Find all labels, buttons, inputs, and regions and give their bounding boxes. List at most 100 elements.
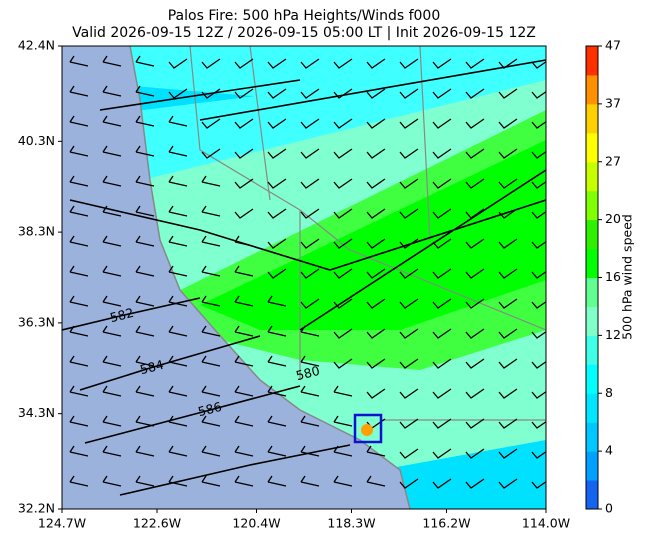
wind-barb: [432, 418, 452, 429]
wind-barb: [300, 58, 320, 69]
wind-barb: [498, 208, 518, 219]
wind-barb: [168, 145, 188, 157]
x-tick-label: 122.6W: [133, 516, 181, 531]
wind-barb: [498, 88, 518, 99]
wind-barb: [69, 85, 89, 97]
wind-barb: [465, 178, 485, 189]
y-tick-label: 34.3N: [18, 405, 55, 420]
wind-barb: [135, 265, 155, 277]
wind-barb: [135, 325, 155, 337]
wind-barb: [135, 85, 155, 97]
wind-barb: [69, 475, 89, 487]
wind-barb: [333, 415, 353, 427]
wind-barb: [465, 118, 485, 129]
wind-barb: [498, 268, 518, 279]
plot-frame: [61, 45, 547, 510]
wind-barb: [234, 325, 254, 337]
wind-barb: [300, 475, 320, 487]
wind-barb: [333, 58, 353, 69]
wind-barb: [201, 325, 221, 337]
wind-barb: [399, 268, 419, 279]
wind-barb: [234, 355, 254, 367]
wind-barb: [498, 448, 518, 459]
wind-barb: [432, 328, 452, 339]
x-tick-label: 124.7W: [38, 516, 86, 531]
wind-barb: [498, 298, 518, 309]
wind-barb: [498, 238, 518, 249]
wind-barb: [267, 88, 287, 99]
wind-barb: [201, 58, 221, 69]
wind-barb: [69, 235, 89, 247]
wind-barb: [234, 88, 254, 99]
colorbar-segment: [586, 422, 598, 452]
wind-barb: [300, 88, 320, 99]
wind-barb: [234, 295, 254, 307]
wind-barb: [168, 415, 188, 427]
wind-barb: [465, 328, 485, 339]
wind-barb: [366, 328, 386, 339]
y-tick-label: 42.4N: [18, 38, 55, 53]
colorbar-segment: [586, 277, 598, 307]
wind-barb: [168, 475, 188, 487]
wind-barb: [399, 208, 419, 219]
wind-barb: [102, 205, 122, 217]
wind-barb: [168, 265, 188, 277]
colorbar-tick-label: 4: [605, 443, 613, 458]
wind-barb: [168, 175, 188, 187]
wind-barb: [267, 325, 287, 337]
wind-barb: [168, 205, 188, 217]
wind-barb: [69, 55, 89, 67]
wind-barb: [498, 58, 518, 69]
wind-barb: [234, 445, 254, 457]
wind-barb: [465, 298, 485, 309]
wind-barb: [168, 325, 188, 337]
wind-barb: [432, 268, 452, 279]
wind-barb: [432, 118, 452, 129]
wind-barb: [399, 58, 419, 69]
wind-barb: [300, 445, 320, 457]
colorbar-segment: [586, 161, 598, 192]
wind-barb: [135, 145, 155, 157]
wind-barb: [201, 415, 221, 427]
colorbar-segment: [586, 190, 598, 221]
wind-barb: [399, 448, 419, 459]
wind-barb: [201, 235, 221, 247]
wind-barb: [333, 268, 353, 279]
wind-barb: [300, 355, 320, 367]
chart-title: Palos Fire: 500 hPa Heights/Winds f000: [168, 8, 441, 24]
chart-subtitle: Valid 2026-09-15 12Z / 2026-09-15 05:00 …: [72, 25, 536, 41]
wind-barb: [135, 445, 155, 457]
colorbar-segment: [586, 393, 598, 423]
wind-barb: [399, 298, 419, 309]
wind-barb: [465, 58, 485, 69]
wind-barb: [69, 115, 89, 127]
wind-barb: [333, 385, 353, 397]
wind-barb: [498, 118, 518, 129]
wind-barb: [465, 388, 485, 399]
wind-barb: [498, 328, 518, 339]
wind-barb: [234, 415, 254, 427]
contour-label: 580: [294, 363, 321, 383]
wind-barb: [267, 355, 287, 367]
wind-barb: [168, 235, 188, 247]
colorbar-segment: [586, 248, 598, 278]
colorbar-segment: [586, 46, 598, 76]
wind-barb: [366, 178, 386, 189]
wind-barb: [465, 358, 485, 369]
wind-barb: [69, 295, 89, 307]
wind-barb: [366, 238, 386, 249]
wind-barb: [135, 475, 155, 487]
wind-barb: [168, 445, 188, 457]
wind-barb: [201, 118, 221, 129]
wind-barb: [267, 268, 287, 279]
wind-barb: [399, 328, 419, 339]
wind-barb: [102, 445, 122, 457]
wind-barb: [69, 415, 89, 427]
wind-barb: [267, 415, 287, 427]
x-tick-label: 116.2W: [422, 516, 470, 531]
wind-barb: [69, 205, 89, 217]
wind-barb: [399, 148, 419, 159]
wind-barb: [333, 328, 353, 339]
wind-barb: [432, 298, 452, 309]
